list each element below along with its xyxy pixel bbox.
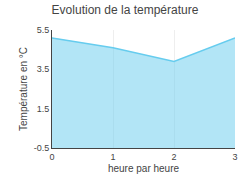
svg-text:0: 0 [49, 152, 54, 162]
svg-text:heure par heure: heure par heure [108, 163, 180, 174]
svg-text:1.5: 1.5 [37, 104, 50, 114]
svg-text:1: 1 [110, 152, 115, 162]
svg-text:3: 3 [232, 152, 237, 162]
svg-text:Evolution de la température: Evolution de la température [52, 3, 199, 17]
svg-text:Température en °C: Température en °C [18, 47, 29, 131]
svg-text:5.5: 5.5 [37, 25, 50, 35]
svg-text:2: 2 [171, 152, 176, 162]
svg-text:-0.5: -0.5 [34, 143, 50, 153]
svg-text:3.5: 3.5 [37, 64, 50, 74]
